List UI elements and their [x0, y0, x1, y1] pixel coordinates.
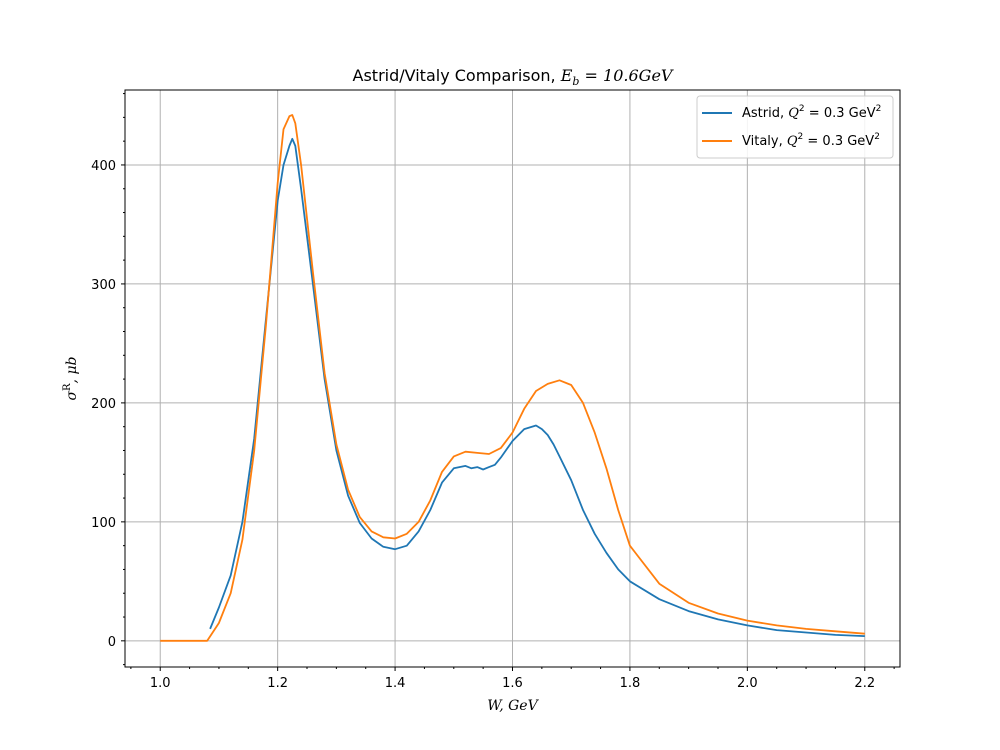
- x-tick-label: 2.0: [737, 676, 758, 691]
- ylabel-symbol: σ: [64, 391, 80, 401]
- series-line-vitaly: [160, 114, 865, 642]
- grid: [125, 90, 900, 667]
- ylabel-superscript: R: [62, 383, 73, 391]
- y-tick-label: 200: [91, 397, 116, 412]
- legend-frame: [696, 95, 894, 159]
- title-rest: = 10.6GeV: [579, 66, 673, 85]
- legend-label-astrid: Astrid, Q2 = 0.3 GeV2: [742, 104, 881, 121]
- legend-astrid-unit-superscript: 2: [876, 104, 882, 114]
- legend: Astrid, Q2 = 0.3 GeV2 Vitaly, Q2 = 0.3 G…: [696, 95, 894, 159]
- legend-vitaly-rest: = 0.3 GeV: [803, 134, 874, 149]
- legend-vitaly-unit-superscript: 2: [874, 132, 880, 142]
- y-tick-label: 300: [91, 278, 116, 293]
- legend-astrid-prefix: Astrid,: [742, 106, 788, 121]
- title-symbol: E: [560, 66, 573, 85]
- x-tick-label: 1.2: [267, 676, 288, 691]
- chart-title: Astrid/Vitaly Comparison, Eb = 10.6GeV: [353, 66, 674, 88]
- y-axis-label: σR, μb: [62, 356, 80, 400]
- legend-vitaly-superscript: 2: [798, 132, 804, 142]
- series-line-astrid: [209, 137, 865, 637]
- legend-astrid-symbol: Q: [788, 106, 799, 121]
- y-tick-label: 100: [91, 516, 116, 531]
- x-tick-label: 1.6: [502, 676, 523, 691]
- y-axis-ticks: 0 100 200 300 400: [91, 93, 125, 666]
- x-tick-label: 1.0: [150, 676, 171, 691]
- y-tick-label: 400: [91, 159, 116, 174]
- legend-astrid-rest: = 0.3 GeV: [805, 106, 876, 121]
- legend-astrid-superscript: 2: [799, 104, 805, 114]
- legend-vitaly-prefix: Vitaly,: [742, 134, 787, 149]
- title-prefix: Astrid/Vitaly Comparison,: [353, 66, 561, 85]
- x-axis-ticks: 1.0 1.2 1.4 1.6 1.8 2.0 2.2: [130, 667, 895, 691]
- y-tick-label: 0: [108, 635, 116, 650]
- title-subscript: b: [572, 75, 579, 88]
- legend-vitaly-symbol: Q: [787, 134, 798, 149]
- x-tick-label: 1.8: [620, 676, 641, 691]
- series-lines: [160, 114, 865, 642]
- ylabel-rest: , μb: [64, 356, 80, 383]
- x-tick-label: 1.4: [385, 676, 406, 691]
- x-tick-label: 2.2: [854, 676, 875, 691]
- x-axis-label: W, GeV: [487, 698, 539, 714]
- legend-label-vitaly: Vitaly, Q2 = 0.3 GeV2: [742, 132, 880, 149]
